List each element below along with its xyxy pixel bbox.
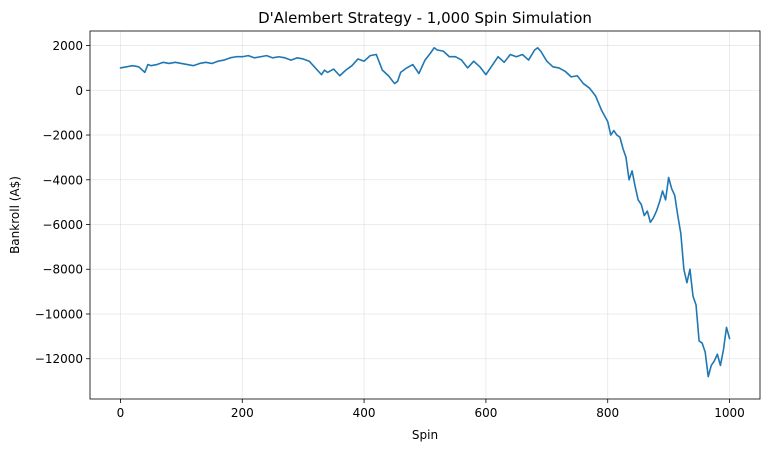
y-tick-label: −2000: [42, 129, 83, 143]
y-tick-label: −12000: [35, 352, 83, 366]
x-axis-label: Spin: [412, 428, 438, 442]
y-tick-label: −6000: [42, 218, 83, 232]
x-axis-ticks: 0 200 400 600 800 1000: [117, 399, 745, 420]
x-tick-label: 0: [117, 406, 125, 420]
y-tick-label: 0: [75, 84, 83, 98]
y-tick-label: −4000: [42, 173, 83, 187]
series-line: [119, 46, 731, 378]
x-tick-label: 800: [596, 406, 619, 420]
x-tick-label: 600: [474, 406, 497, 420]
x-tick-label: 1000: [714, 406, 745, 420]
x-tick-label: 400: [353, 406, 376, 420]
plot-frame: [89, 30, 761, 400]
series-layer: [119, 46, 731, 378]
y-axis-label: Bankroll (A$): [8, 176, 22, 254]
y-tick-label: −8000: [42, 263, 83, 277]
grid-lines: [90, 31, 760, 399]
x-tick-label: 200: [231, 406, 254, 420]
y-axis-ticks: 2000 0 −2000 −4000 −6000 −8000 −10000 −12000: [35, 39, 90, 366]
chart-title: D'Alembert Strategy - 1,000 Spin Simulat…: [258, 9, 592, 27]
y-tick-label: 2000: [52, 39, 83, 53]
y-tick-label: −10000: [35, 307, 83, 321]
